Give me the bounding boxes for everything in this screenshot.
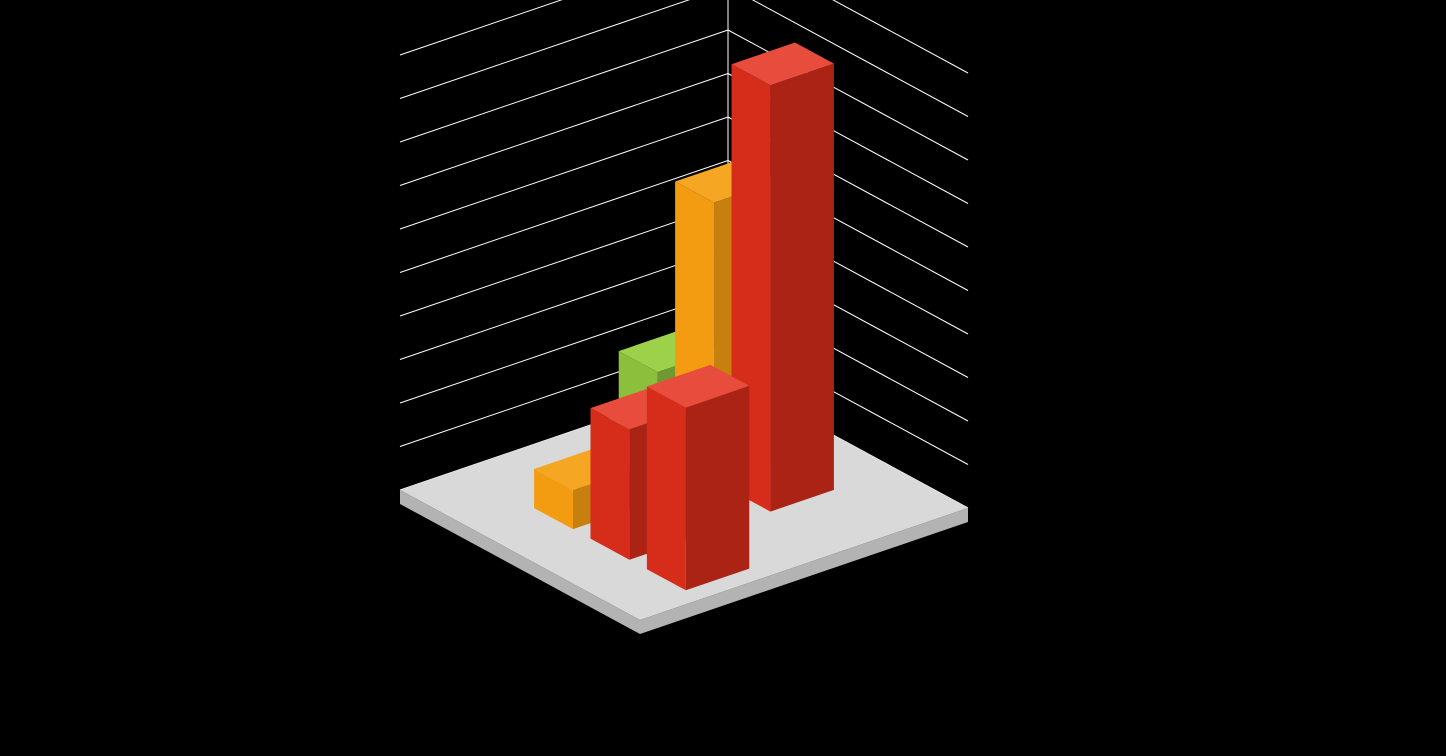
bar-front <box>647 387 686 591</box>
gridline-left <box>400 0 728 99</box>
bar-front <box>590 408 629 560</box>
bar-side <box>770 64 833 512</box>
chart-svg <box>0 0 1446 756</box>
chart-3d-bar <box>0 0 1446 756</box>
gridline-left <box>400 30 728 142</box>
gridline-left <box>400 74 728 186</box>
bar-side <box>686 386 749 590</box>
